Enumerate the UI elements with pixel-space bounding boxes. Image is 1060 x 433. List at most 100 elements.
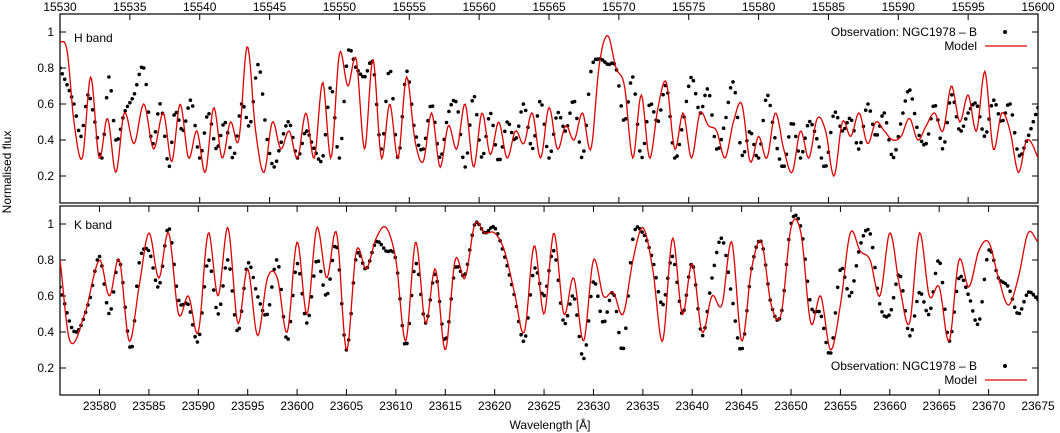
h-band-observation-point [884,121,889,125]
h-band-observation-point [672,156,677,160]
h-band-observation-point [188,98,193,102]
h-band-observation-point [856,147,861,151]
k-band-x-tick-label: 23600 [280,399,314,413]
k-band-observation-point [97,254,102,259]
k-band-x-tick-label: 23585 [132,399,166,413]
k-band-observation-point [193,334,197,339]
k-band-observation-point [1024,293,1029,298]
k-band-observation-point [624,326,628,331]
h-band-observation-point [244,115,249,120]
h-band-observation-point [919,139,924,144]
k-band-observation-point [149,254,153,259]
k-band-observation-point [794,213,798,218]
h-band-x-tick-label: 15535 [113,0,147,14]
k-band-observation-point [167,227,172,231]
h-band-observation-point [265,137,270,142]
k-band-observation-point [137,261,141,265]
k-band-observation-point [211,288,216,292]
h-band-observation-point [817,145,821,149]
h-band-observation-point [628,81,633,85]
h-band-observation-point [156,112,160,116]
h-band-y-tick-label: 0.6 [37,97,54,111]
k-band-legend: Observation: NGC1978 – B Model [831,359,1027,387]
h-band-observation-point [135,83,139,87]
h-band-observation-point [868,109,873,113]
k-band-observation-point [873,265,877,270]
h-band-observation-point [926,132,931,136]
k-band-legend-observation-label: Observation: NGC1978 – B [831,359,977,373]
k-band-observation-point [379,242,384,247]
k-band-observation-point [661,302,665,307]
k-band-observation-point [309,295,314,299]
h-band-observation-point [819,156,824,160]
h-band-observation-point [195,145,200,149]
k-band-observation-point [640,230,644,234]
k-band-observation-point [565,313,570,318]
k-band-observation-point [139,251,144,256]
k-band-observation-point [563,321,568,326]
k-band-observation-point [852,279,856,283]
k-band-observation-point [330,258,335,263]
h-band-observation-point [249,119,253,124]
h-band-observation-point [554,116,558,120]
h-band-observation-point [733,90,738,95]
h-band-observation-point [649,102,654,106]
h-band-observation-point [880,114,884,118]
h-band-observation-point [326,105,330,110]
h-band-x-tick-label: 15540 [183,0,217,14]
h-band-observation-point [726,100,731,105]
k-band-observation-point [270,285,274,289]
h-band-observation-point [973,101,977,105]
h-band-observation-point [691,78,696,83]
k-band-observation-point [631,237,635,242]
h-band-observation-point [556,110,561,115]
h-band-observation-point [824,164,828,168]
h-band-observation-point [523,108,528,113]
k-band-observation-point [256,295,260,299]
h-band-observation-point [849,118,854,123]
h-band-legend-model-label: Model [944,39,977,53]
k-band-x-tick-label: 23675 [1021,399,1055,413]
h-band-observation-point [721,126,726,130]
k-band-observation-point [577,334,582,339]
h-band-observation-point [381,131,386,136]
h-band-observation-point [72,102,76,106]
h-band-observation-point [202,131,207,135]
k-band-observation-point [659,300,663,305]
k-band-observation-point [614,309,619,314]
k-band-observation-point [221,284,225,288]
k-band-observation-point [824,340,828,345]
h-band-observation-point [456,110,461,114]
h-band-observation-point [775,146,779,151]
k-band-observation-point [521,339,526,344]
h-band-observation-point [728,86,733,90]
h-band-observation-point [349,49,353,53]
h-band-observation-point [405,69,409,74]
k-band-observation-point [726,270,731,275]
k-band-observation-point [700,333,705,338]
k-band-observation-point [605,310,609,314]
k-band-legend-observation-marker [1003,364,1007,368]
h-band-observation-point [516,124,521,128]
k-band-observation-point [822,326,826,331]
k-band-observation-point [177,298,181,303]
k-band-observation-point [1029,290,1033,295]
h-band-observation-point [1033,112,1038,117]
h-band-observation-point [90,108,95,112]
h-band-observation-point [337,156,342,160]
h-band-observation-point [703,93,707,98]
h-band-observation-point [253,76,258,80]
h-band-observation-point [223,120,228,125]
k-band-observation-point [586,319,591,323]
h-band-observation-point [146,110,151,114]
k-band-observation-point [901,289,905,293]
h-band-observation-point [274,159,279,163]
k-band-observation-point [898,274,903,279]
h-band-observation-point [235,134,239,138]
h-band-observation-point [363,74,367,79]
h-band-legend: Observation: NGC1978 – B Model [831,25,1027,53]
h-band-observation-point [167,164,172,169]
h-band-observation-point [416,143,421,148]
k-band-observation-point [486,228,491,233]
k-band-observation-point [980,300,984,304]
